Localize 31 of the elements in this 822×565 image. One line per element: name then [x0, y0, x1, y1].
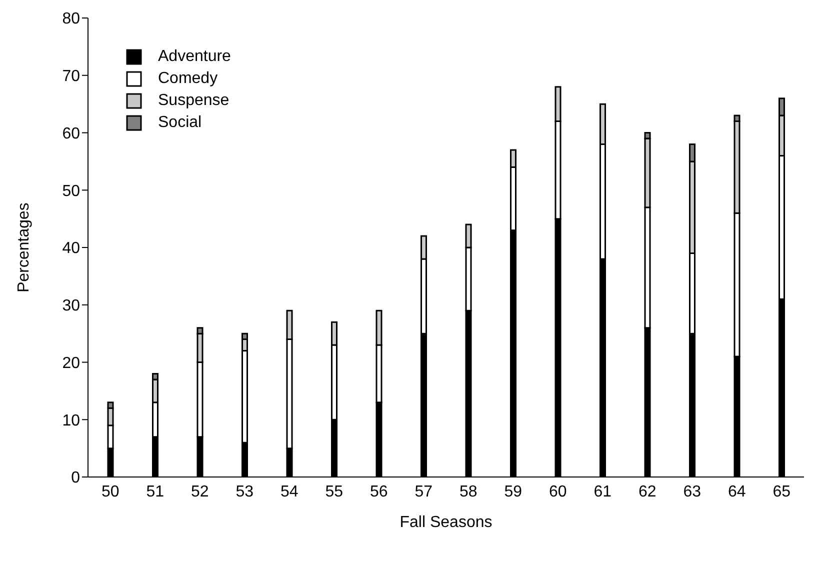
x-tick-label: 65 — [772, 483, 791, 500]
x-tick-label: 56 — [370, 483, 388, 500]
x-tick-label: 55 — [325, 483, 344, 500]
legend-label: Adventure — [158, 48, 231, 66]
x-tick-label: 62 — [638, 483, 656, 500]
x-tick-label: 50 — [101, 483, 120, 500]
legend-label: Social — [158, 114, 202, 132]
x-tick-label: 53 — [236, 483, 254, 500]
y-tick-label: 70 — [62, 68, 80, 86]
x-tick-label: 57 — [414, 483, 433, 500]
y-tick-label: 80 — [62, 10, 80, 28]
y-tick-label: 40 — [62, 240, 80, 258]
y-tick-label: 10 — [62, 412, 80, 430]
x-tick-label: 58 — [459, 483, 478, 500]
y-tick-label: 30 — [62, 298, 80, 315]
x-tick-label: 61 — [594, 483, 612, 500]
y-tick-label: 60 — [62, 125, 80, 142]
x-tick-label: 64 — [728, 483, 746, 500]
legend-label: Comedy — [158, 70, 218, 88]
legend-label: Suspense — [158, 92, 230, 110]
x-tick-label: 60 — [548, 483, 567, 500]
x-axis-title: Fall Seasons — [400, 514, 492, 531]
y-tick-label: 50 — [62, 182, 80, 200]
y-tick-label: 20 — [62, 354, 80, 372]
x-tick-label: 51 — [146, 483, 164, 500]
x-tick-label: 63 — [683, 483, 702, 500]
x-tick-label: 52 — [190, 483, 209, 500]
y-tick-label: 0 — [71, 470, 80, 487]
x-tick-label: 54 — [280, 483, 298, 500]
y-axis-title: Percentages — [16, 202, 33, 292]
x-tick-label: 59 — [504, 483, 522, 500]
